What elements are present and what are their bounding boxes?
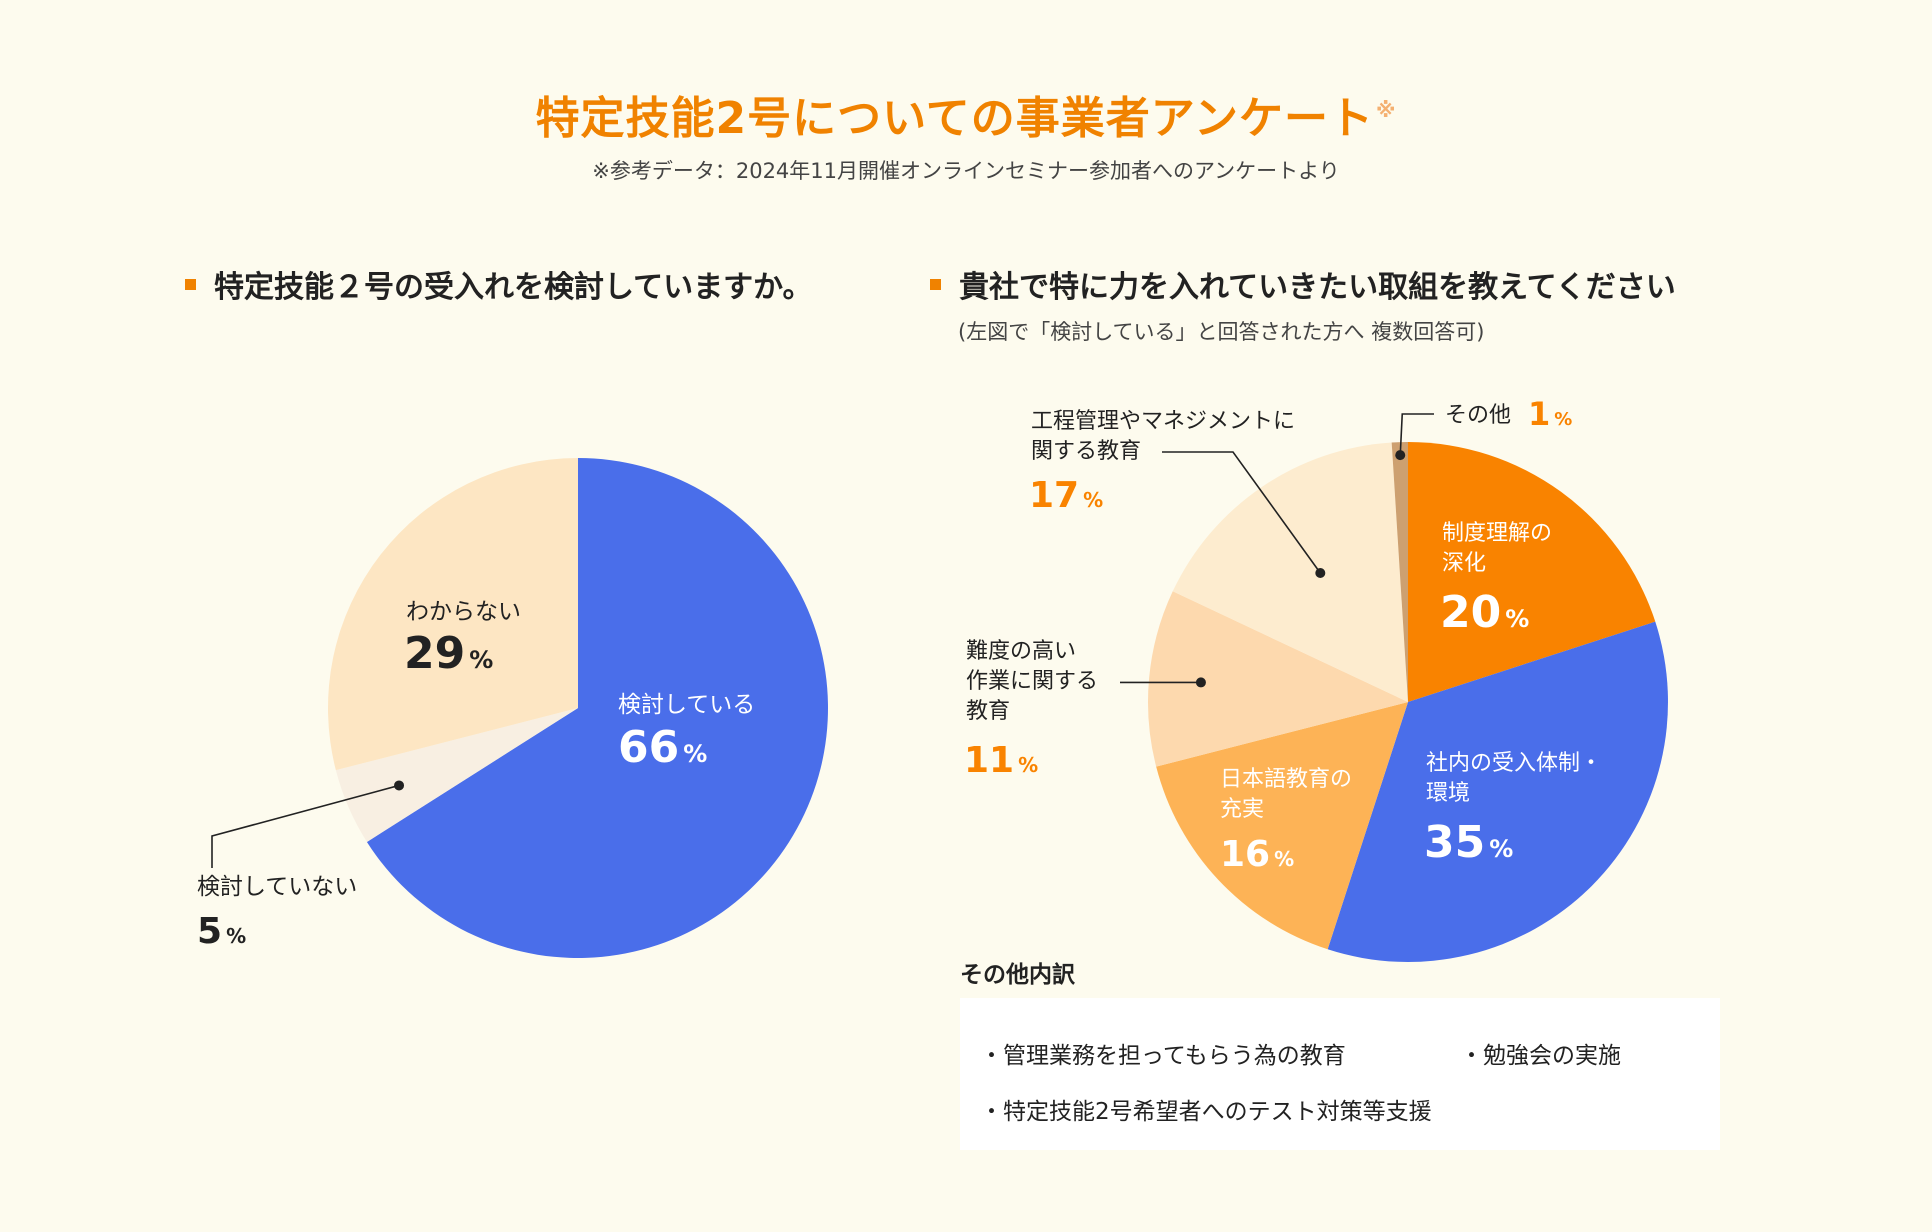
square-bullet-icon	[930, 279, 941, 290]
slice-value-management: 17%	[1029, 475, 1103, 516]
chart2-title: 貴社で特に力を入れていきたい取組を教えてください	[959, 270, 1676, 305]
slice-label-management: 工程管理やマネジメントに	[1031, 409, 1295, 434]
other-item: ・特定技能2号希望者へのテスト対策等支援	[980, 1099, 1432, 1125]
other-item: ・勉強会の実施	[1460, 1043, 1621, 1069]
leader-line	[1399, 413, 1434, 456]
slice-label-other: その他	[1445, 403, 1511, 428]
square-bullet-icon	[185, 279, 196, 290]
slice-label-system-understanding: 制度理解の	[1442, 521, 1552, 546]
pie-slice	[335, 708, 578, 842]
leader-dot	[394, 780, 405, 791]
title-footnote-mark: ※	[1376, 98, 1397, 123]
pie-slice	[1156, 702, 1408, 950]
page-title-text: 特定技能2号についての事業者アンケート	[535, 93, 1375, 144]
leader-dot	[1315, 567, 1326, 578]
slice-value-advanced-work: 11%	[964, 740, 1038, 781]
pie-chart-focus-areas	[1147, 442, 1668, 962]
chart2-subtitle: (左図で「検討している」と回答された方へ 複数回答可)	[958, 320, 1485, 344]
other-item: ・管理業務を担ってもらう為の教育	[980, 1043, 1346, 1069]
slice-label-unknown: わからない	[406, 599, 521, 625]
leader-dot	[1395, 450, 1406, 461]
slice-label-advanced-work: 教育	[966, 699, 1010, 724]
other-breakdown-heading: その他内訳	[960, 962, 1075, 988]
chart1-heading: 特定技能２号の受入れを検討していますか。	[185, 262, 813, 306]
pie-slice	[366, 458, 828, 959]
leader-dot	[1195, 677, 1206, 688]
source-note: ※参考データ：2024年11月開催オンラインセミナー参加者へのアンケートより	[592, 159, 1340, 183]
leader-line	[211, 784, 400, 868]
slice-label-internal-environment: 社内の受入体制・	[1426, 751, 1602, 776]
slice-value-other: 1%	[1528, 395, 1572, 433]
pie-slice	[327, 458, 578, 771]
slice-label-not-considering: 検討していない	[197, 874, 357, 900]
slice-value-not-considering: 5%	[197, 911, 246, 952]
pie-slice	[1391, 442, 1408, 702]
slice-label-system-understanding: 深化	[1442, 551, 1486, 576]
pie-chart-consideration	[327, 458, 828, 959]
other-breakdown-box: ・管理業務を担ってもらう為の教育 ・勉強会の実施 ・特定技能2号希望者へのテスト…	[960, 998, 1720, 1150]
leader-line	[1162, 451, 1321, 574]
slice-label-japanese-education: 充実	[1220, 797, 1264, 822]
pie-slice	[1408, 442, 1656, 702]
pie-slice	[1147, 591, 1408, 767]
slice-label-internal-environment: 環境	[1426, 781, 1470, 806]
slice-label-management: 関する教育	[1031, 439, 1141, 464]
pie-slice	[1327, 621, 1668, 962]
chart2-heading: 貴社で特に力を入れていきたい取組を教えてください	[930, 262, 1676, 306]
slice-label-japanese-education: 日本語教育の	[1220, 767, 1352, 792]
page-title: 特定技能2号についての事業者アンケート ※	[0, 82, 1932, 146]
chart1-title: 特定技能２号の受入れを検討していますか。	[214, 270, 813, 305]
slice-label-advanced-work: 難度の高い	[966, 639, 1076, 664]
slice-label-considering: 検討している	[618, 692, 755, 718]
slice-label-advanced-work: 作業に関する	[966, 669, 1098, 694]
pie-slice	[1172, 442, 1408, 702]
